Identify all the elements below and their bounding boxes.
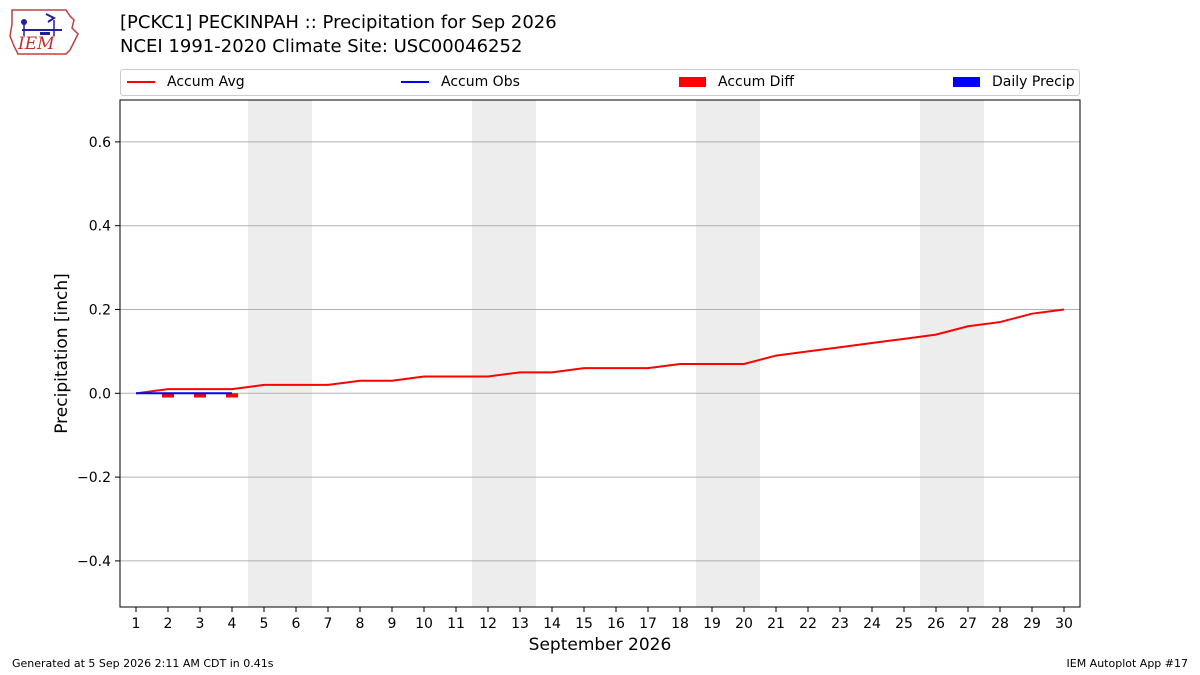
- legend-label: Accum Diff: [718, 74, 795, 90]
- legend-swatch-daily-precip: [953, 77, 980, 87]
- legend-label: Daily Precip: [992, 74, 1075, 90]
- weekend-band: [248, 100, 312, 607]
- y-tick-label: −0.4: [77, 554, 111, 570]
- x-tick-label: 8: [356, 616, 365, 632]
- x-tick-label: 12: [479, 616, 497, 632]
- x-tick-label: 1: [132, 616, 141, 632]
- weekend-band: [920, 100, 984, 607]
- footer-generated: Generated at 5 Sep 2026 2:11 AM CDT in 0…: [12, 657, 274, 670]
- x-tick-label: 5: [260, 616, 269, 632]
- x-tick-label: 25: [895, 616, 913, 632]
- plot-frame: [119, 99, 1081, 608]
- y-tick-label: 0.6: [89, 135, 111, 151]
- x-tick-label: 18: [671, 616, 689, 632]
- x-tick-label: 19: [703, 616, 721, 632]
- legend: Accum Avg Accum Obs Accum Diff Daily Pre…: [120, 69, 1080, 96]
- legend-swatch-accum-obs: [401, 81, 429, 83]
- y-tick-label: 0.2: [89, 303, 111, 319]
- x-tick-label: 9: [388, 616, 397, 632]
- legend-swatch-accum-avg: [127, 81, 155, 83]
- x-tick-label: 27: [959, 616, 977, 632]
- x-tick-label: 14: [543, 616, 561, 632]
- bar-accum-diff: [194, 393, 206, 398]
- x-tick-label: 17: [639, 616, 657, 632]
- legend-swatch-accum-diff: [679, 77, 706, 87]
- weekend-band: [696, 100, 760, 607]
- x-tick-label: 23: [831, 616, 849, 632]
- x-tick-label: 30: [1055, 616, 1073, 632]
- x-tick-label: 11: [447, 616, 465, 632]
- legend-label: Accum Avg: [167, 74, 245, 90]
- x-tick-label: 13: [511, 616, 529, 632]
- y-tick-label: 0.4: [89, 219, 111, 235]
- x-tick-label: 7: [324, 616, 333, 632]
- x-tick-label: 26: [927, 616, 945, 632]
- line-accum-avg: [135, 308, 1065, 395]
- y-axis-label: Precipitation [inch]: [52, 273, 72, 434]
- logo-text: IEM: [18, 34, 55, 54]
- legend-item-accum-avg: Accum Avg: [127, 74, 245, 90]
- x-tick-label: 6: [292, 616, 301, 632]
- x-tick-label: 22: [799, 616, 817, 632]
- bar-accum-diff: [162, 393, 174, 398]
- legend-label: Accum Obs: [441, 74, 520, 90]
- chart-title: [PCKC1] PECKINPAH :: Precipitation for S…: [120, 12, 557, 33]
- legend-item-accum-diff: Accum Diff: [679, 74, 794, 90]
- x-tick-label: 16: [607, 616, 625, 632]
- x-axis-label: September 2026: [529, 635, 672, 655]
- x-tick-label: 29: [1023, 616, 1041, 632]
- y-tick-label: 0.0: [89, 386, 111, 402]
- legend-item-daily-precip: Daily Precip: [953, 74, 1075, 90]
- bar-accum-diff: [226, 393, 238, 398]
- x-tick-label: 21: [767, 616, 785, 632]
- weekend-band: [472, 100, 536, 607]
- footer-app: IEM Autoplot App #17: [1066, 657, 1189, 670]
- legend-item-accum-obs: Accum Obs: [401, 74, 520, 90]
- x-tick-label: 20: [735, 616, 753, 632]
- x-tick-label: 2: [164, 616, 173, 632]
- y-tick-label: −0.2: [77, 470, 111, 486]
- x-tick-label: 10: [415, 616, 433, 632]
- x-tick-label: 15: [575, 616, 593, 632]
- x-tick-label: 24: [863, 616, 881, 632]
- x-tick-label: 3: [196, 616, 205, 632]
- iem-logo: IEM: [8, 6, 80, 60]
- x-tick-label: 4: [228, 616, 237, 632]
- x-tick-label: 28: [991, 616, 1009, 632]
- chart-subtitle: NCEI 1991-2020 Climate Site: USC00046252: [120, 36, 523, 57]
